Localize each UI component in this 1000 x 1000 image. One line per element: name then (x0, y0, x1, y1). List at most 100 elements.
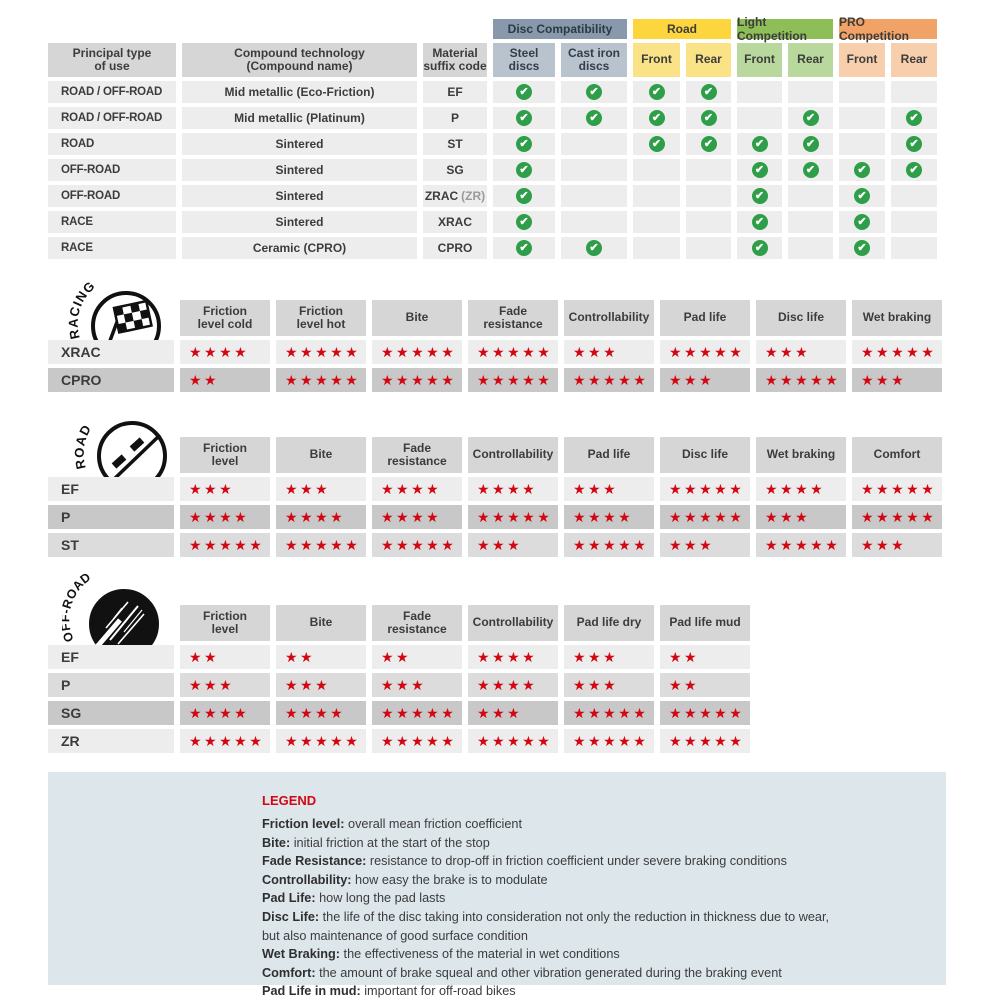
check-cell: ✔ (788, 133, 833, 155)
column-header: Steel discs (493, 43, 555, 77)
check-cell (686, 185, 731, 207)
group-header-slate: Disc Compatibility (493, 19, 627, 39)
road-rating-table: Friction level Bite Fade resistance Control… (48, 437, 942, 557)
star-rating: ★★★★★ (477, 344, 553, 360)
check-cell: ✔ (788, 159, 833, 181)
principal-use-cell: RACE (48, 211, 176, 233)
checkmark-icon: ✔ (854, 240, 870, 256)
check-cell: ✔ (493, 185, 555, 207)
check-cell: ✔ (788, 107, 833, 129)
corner-spacer (48, 437, 174, 473)
legend-panel: LEGEND Friction level: overall mean fric… (48, 772, 946, 998)
compound-tech-cell: Sintered (182, 133, 417, 155)
check-cell: ✔ (891, 159, 937, 181)
check-cell: ✔ (633, 107, 680, 129)
check-cell: ✔ (737, 133, 782, 155)
checkmark-icon: ✔ (516, 240, 532, 256)
star-rating-cell: ★★★ (468, 533, 558, 557)
star-rating: ★★★ (573, 677, 619, 693)
compound-row-label: XRAC (48, 340, 174, 364)
check-cell (788, 185, 833, 207)
star-rating-cell: ★★★★ (564, 505, 654, 529)
star-rating: ★★★ (573, 481, 619, 497)
checkmark-icon: ✔ (802, 110, 819, 126)
suffix-code-cell: ZRAC (ZR) (423, 185, 487, 207)
check-cell (788, 237, 833, 259)
rating-column-header: Fade resistance (372, 605, 462, 641)
checkmark-icon: ✔ (516, 136, 532, 152)
star-rating-cell: ★★★ (852, 368, 942, 392)
rating-column-header: Disc life (660, 437, 750, 473)
principal-use-cell: ROAD (48, 133, 176, 155)
star-rating: ★★★ (765, 509, 811, 525)
check-cell (686, 237, 731, 259)
check-cell (686, 211, 731, 233)
checkmark-icon: ✔ (648, 110, 665, 126)
legend-term: Wet Braking: (262, 947, 341, 962)
column-header: Front (839, 43, 885, 77)
star-rating-cell: ★★★ (468, 701, 558, 725)
star-rating-cell: ★★★★ (372, 505, 462, 529)
star-rating: ★★★★★ (381, 537, 457, 553)
star-rating: ★★★★★ (861, 344, 937, 360)
column-header: Cast iron discs (561, 43, 627, 77)
legend-entry: Controllability: how easy the brake is t… (262, 872, 548, 887)
star-rating: ★★★★★ (765, 372, 841, 388)
suffix-code-cell: EF (423, 81, 487, 103)
rating-column-header: Friction level cold (180, 300, 270, 336)
checkmark-icon: ✔ (516, 214, 532, 230)
corner-spacer (48, 300, 174, 336)
star-rating-cell: ★★★★★ (660, 340, 750, 364)
star-rating-cell: ★★★★★ (756, 533, 846, 557)
star-rating: ★★★★★ (381, 705, 457, 721)
checkmark-icon: ✔ (854, 162, 870, 178)
legend-term: Comfort: (262, 965, 316, 980)
compound-row-label: ZR (48, 729, 174, 753)
principal-use-cell: ROAD / OFF-ROAD (48, 81, 176, 103)
legend-entry: Pad Life in mud: important for off-road … (262, 984, 516, 999)
check-cell: ✔ (737, 185, 782, 207)
star-rating-cell: ★★ (180, 645, 270, 669)
checkmark-icon: ✔ (751, 240, 768, 256)
star-rating: ★★★ (573, 649, 619, 665)
check-cell (737, 107, 782, 129)
star-rating-cell: ★★★★★ (660, 729, 750, 753)
star-rating: ★★★★★ (669, 481, 745, 497)
check-cell: ✔ (839, 159, 885, 181)
star-rating: ★★★★ (573, 509, 634, 525)
star-rating: ★★★★ (477, 481, 538, 497)
check-cell (686, 159, 731, 181)
compound-row-label: EF (48, 477, 174, 501)
suffix-code-cell: P (423, 107, 487, 129)
rating-table-grid: Friction level cold Friction level hot Bit… (48, 300, 942, 392)
legend-term: Pad Life in mud: (262, 984, 361, 999)
table-row: OFF-ROAD Sintered SG ✔ ✔ ✔ ✔ ✔ (48, 159, 937, 181)
compound-row-label: P (48, 673, 174, 697)
compound-row-label: P (48, 505, 174, 529)
check-cell: ✔ (633, 81, 680, 103)
rating-column-header: Controllability (468, 437, 558, 473)
star-rating-cell: ★★★ (276, 673, 366, 697)
check-cell: ✔ (493, 237, 555, 259)
rating-column-header: Friction level (180, 437, 270, 473)
star-rating: ★★★★★ (381, 733, 457, 749)
table-row: RACE Sintered XRAC ✔ ✔ ✔ (48, 211, 937, 233)
check-cell: ✔ (561, 107, 627, 129)
offroad-rating-table: Friction level Bite Fade resistance Control… (48, 605, 750, 753)
table-row: ROAD / OFF-ROAD Mid metallic (Platinum) P ✔… (48, 107, 937, 129)
legend-term: Pad Life: (262, 891, 316, 906)
check-cell (561, 185, 627, 207)
check-cell: ✔ (493, 211, 555, 233)
star-rating: ★★★★ (381, 509, 442, 525)
check-cell: ✔ (891, 133, 937, 155)
compatibility-table: Disc Compatibility Road Light Competition P… (48, 15, 937, 259)
rating-column-header: Disc life (756, 300, 846, 336)
legend-entry: but also maintenance of good surface con… (262, 928, 528, 943)
suffix-code-cell: CPRO (423, 237, 487, 259)
column-header: Material suffix code (423, 43, 487, 77)
check-cell (633, 159, 680, 181)
check-cell (839, 133, 885, 155)
star-rating-cell: ★★★★★ (756, 368, 846, 392)
rating-column-header: Bite (276, 605, 366, 641)
star-rating: ★★★★ (381, 481, 442, 497)
